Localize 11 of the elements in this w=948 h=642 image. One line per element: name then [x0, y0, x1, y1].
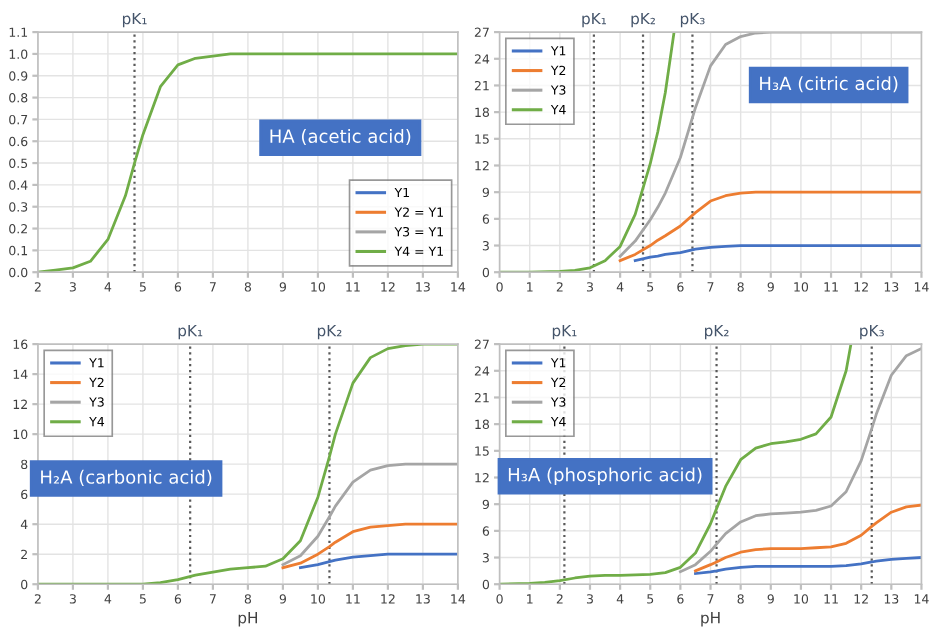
annotation: H₃A (phosphoric acid): [508, 467, 702, 485]
line-series: [633, 244, 922, 263]
line-series: [694, 503, 922, 573]
line-series: [694, 556, 922, 575]
annotation: H₂A (carbonic acid): [41, 469, 212, 486]
line-series: [299, 552, 458, 570]
line-series: [618, 190, 922, 263]
annotation: H₃A (citric acid): [760, 76, 898, 93]
line-series: [281, 462, 458, 567]
line-series: [281, 522, 458, 570]
annotation: HA (acetic acid): [270, 129, 411, 146]
